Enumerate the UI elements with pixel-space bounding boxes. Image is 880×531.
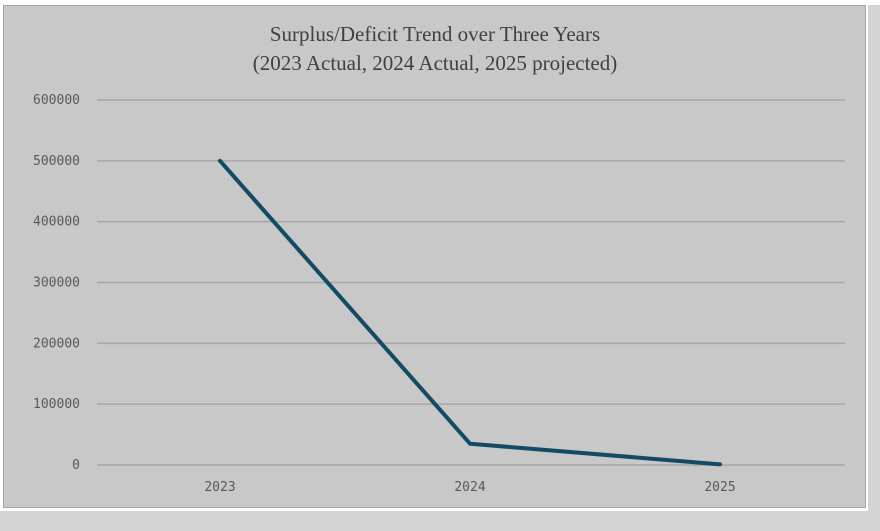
window-bottom (0, 511, 880, 531)
x-tick-label: 2024 (454, 480, 485, 495)
x-tick-label: 2023 (204, 480, 235, 495)
y-tick-label: 400000 (33, 215, 80, 230)
y-tick-label: 200000 (33, 336, 80, 351)
y-tick-label: 100000 (33, 397, 80, 412)
chart-subtitle: (2023 Actual, 2024 Actual, 2025 projecte… (253, 51, 618, 75)
chart-area (3, 5, 866, 508)
chart-title: Surplus/Deficit Trend over Three Years (270, 22, 600, 46)
y-tick-label: 300000 (33, 276, 80, 291)
series-line (218, 158, 722, 467)
y-tick-label: 600000 (33, 93, 80, 108)
y-tick-label: 500000 (33, 154, 80, 169)
x-tick-label: 2025 (704, 480, 735, 495)
window-edge (868, 5, 880, 531)
y-tick-label: 0 (72, 458, 80, 473)
